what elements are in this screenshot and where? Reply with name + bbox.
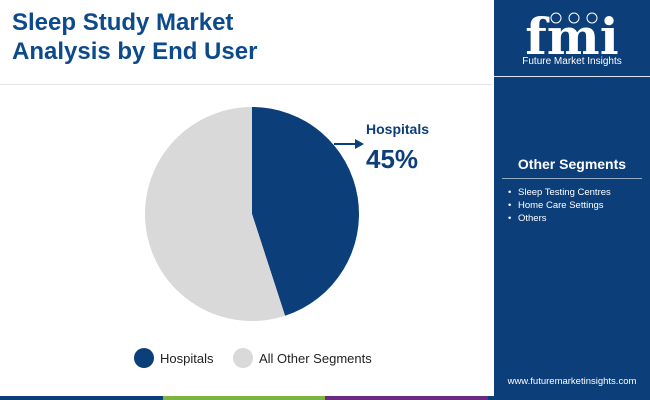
list-item: Sleep Testing Centres bbox=[508, 186, 611, 199]
legend-item-hospitals: Hospitals bbox=[134, 346, 213, 370]
page-title-line-2: Analysis by End User bbox=[12, 38, 258, 65]
callout-arrow-head bbox=[355, 139, 364, 149]
sidebar: fmi Future Market Insights Other Segment… bbox=[494, 0, 650, 400]
other-segments-title: Other Segments bbox=[517, 156, 627, 172]
website-link[interactable]: www.futuremarketinsights.com bbox=[507, 376, 637, 387]
page-title: Sleep Study Market Analysis by End User bbox=[12, 8, 452, 66]
legend-item-other-segments: All Other Segments bbox=[233, 346, 372, 370]
page-title-line-1: Sleep Study Market bbox=[12, 9, 234, 36]
other-segments-divider bbox=[502, 178, 642, 179]
other-segments-list: Sleep Testing Centres Home Care Settings… bbox=[508, 186, 611, 225]
footer-color-bar bbox=[0, 396, 650, 400]
legend-swatch-hospitals bbox=[134, 348, 154, 368]
footer-stripe bbox=[325, 396, 488, 400]
brand-name: Future Market Insights bbox=[522, 56, 622, 67]
logo-globe-icon-3 bbox=[586, 12, 598, 24]
list-item: Others bbox=[508, 212, 611, 225]
pie-slice-hospitals bbox=[252, 107, 359, 316]
callout: Hospitals 45% bbox=[334, 121, 429, 174]
sidebar-divider bbox=[494, 76, 650, 77]
pie-chart: Hospitals 45% bbox=[145, 107, 429, 321]
footer-stripe bbox=[0, 396, 163, 400]
footer-stripe bbox=[487, 396, 650, 400]
list-item: Home Care Settings bbox=[508, 199, 611, 212]
callout-value: 45% bbox=[366, 144, 418, 174]
chart-legend: Hospitals All Other Segments bbox=[0, 346, 492, 370]
fmi-logo: fmi bbox=[525, 7, 618, 66]
legend-swatch-other-segments bbox=[233, 348, 253, 368]
title-divider bbox=[0, 84, 492, 85]
callout-label: Hospitals bbox=[366, 121, 429, 137]
logo-globe-icon-1 bbox=[550, 12, 562, 24]
legend-label-other-segments: All Other Segments bbox=[259, 350, 372, 366]
legend-label-hospitals: Hospitals bbox=[160, 350, 214, 366]
logo-globe-icon-2 bbox=[568, 12, 580, 24]
footer-stripe bbox=[162, 396, 325, 400]
pie-slices bbox=[145, 107, 359, 321]
logo-globe-icons bbox=[550, 12, 598, 24]
pie-slice-all-other-segments bbox=[145, 107, 286, 321]
